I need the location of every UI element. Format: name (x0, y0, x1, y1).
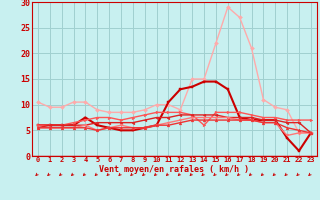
X-axis label: Vent moyen/en rafales ( km/h ): Vent moyen/en rafales ( km/h ) (100, 165, 249, 174)
